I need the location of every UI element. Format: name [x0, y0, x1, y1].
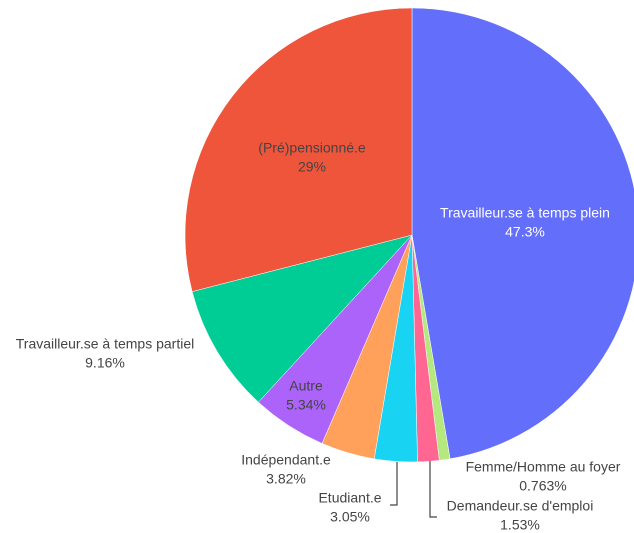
slice-label: (Pré)pensionné.e: [258, 140, 366, 156]
pie-slice: [184, 7, 413, 292]
slice-label: Travailleur.se à temps partiel: [16, 336, 194, 352]
pie-slice: [191, 234, 413, 403]
slice-label: Travailleur.se à temps plein: [440, 205, 610, 221]
slice-label: Indépendant.e: [241, 452, 331, 468]
leader-line: [390, 462, 398, 506]
slice-value: 9.16%: [85, 355, 125, 371]
slice-label: Demandeur.se d'emploi: [447, 498, 594, 514]
slice-value: 29%: [298, 159, 326, 175]
leader-line: [429, 461, 437, 518]
slice-value: 0.763%: [519, 478, 566, 494]
slice-value: 47.3%: [505, 224, 545, 240]
slice-value: 3.82%: [266, 471, 306, 487]
slice-value: 3.05%: [330, 509, 370, 525]
slice-label: Autre: [289, 378, 323, 394]
slice-value: 5.34%: [286, 397, 326, 413]
slice-value: 1.53%: [500, 517, 540, 533]
slice-label: Femme/Homme au foyer: [466, 459, 621, 475]
slice-label: Etudiant.e: [318, 490, 381, 506]
pie-slice: [411, 7, 634, 460]
